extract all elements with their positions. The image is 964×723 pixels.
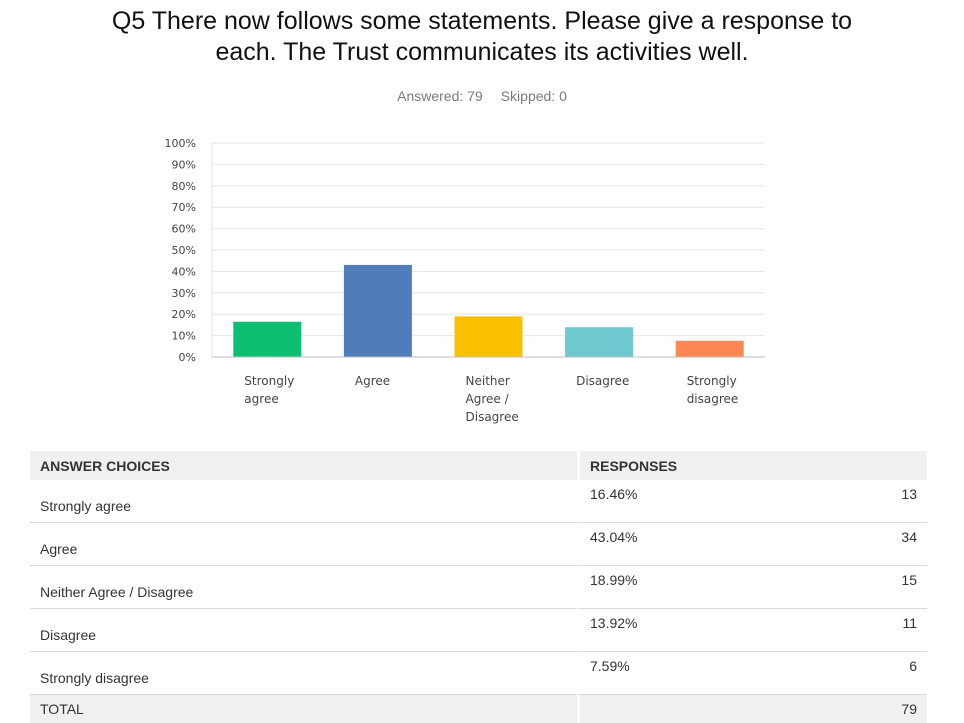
row-count: 6 [820, 652, 927, 695]
row-percent: 43.04% [577, 523, 820, 566]
y-tick-label: 70% [172, 201, 196, 214]
x-category-label: disagree [687, 392, 739, 406]
y-tick-label: 10% [172, 330, 196, 343]
question-title: Q5 There now follows some statements. Pl… [0, 6, 964, 68]
y-tick-label: 80% [172, 180, 196, 193]
total-label: TOTAL [30, 695, 577, 723]
x-category-label: Strongly [687, 374, 737, 388]
responses-header: RESPONSES [577, 451, 820, 480]
y-tick-label: 60% [172, 223, 196, 236]
table-row: Disagree 13.92% 11 [30, 609, 927, 652]
bar-chart: 0% 10% 20% 30% 40% 50% 60% 70% 80% 90% 100% Strongl… [165, 137, 765, 424]
y-tick-label: 50% [172, 244, 196, 257]
row-count: 11 [820, 609, 927, 652]
row-choice: Agree [30, 523, 577, 566]
row-count: 34 [820, 523, 927, 566]
bar [343, 264, 412, 357]
response-stats: Answered: 79 Skipped: 0 [0, 88, 964, 104]
y-tick-label: 90% [172, 158, 196, 171]
row-percent: 7.59% [577, 652, 820, 695]
row-choice: Strongly agree [30, 480, 577, 523]
bar [565, 327, 634, 357]
total-percent [577, 695, 820, 723]
row-choice: Disagree [30, 609, 577, 652]
y-tick-label: 0% [179, 351, 196, 364]
table-row: Strongly agree 16.46% 13 [30, 480, 927, 523]
bar [454, 316, 523, 357]
table-row: Neither Agree / Disagree 18.99% 15 [30, 566, 927, 609]
table-row: Strongly disagree 7.59% 6 [30, 652, 927, 695]
table-total-row: TOTAL 79 [30, 695, 927, 723]
row-count: 13 [820, 480, 927, 523]
y-tick-label: 20% [172, 308, 196, 321]
y-tick-label: 100% [165, 137, 196, 150]
y-tick-label: 30% [172, 287, 196, 300]
table-row: Agree 43.04% 34 [30, 523, 927, 566]
x-category-label: Neither [466, 374, 510, 388]
row-count: 15 [820, 566, 927, 609]
question-title-line-2: each. The Trust communicates its activit… [215, 38, 749, 66]
y-tick-label: 40% [172, 265, 196, 278]
x-category-label: Strongly [244, 374, 294, 388]
table-header-row: ANSWER CHOICES RESPONSES [30, 451, 927, 480]
row-percent: 16.46% [577, 480, 820, 523]
bar [233, 321, 302, 357]
row-choice: Neither Agree / Disagree [30, 566, 577, 609]
x-category-label: Agree / [466, 392, 510, 406]
total-count: 79 [820, 695, 927, 723]
x-category-label: Disagree [466, 410, 519, 424]
answered-count: Answered: 79 [397, 88, 483, 104]
responses-table: ANSWER CHOICES RESPONSES Strongly agree … [30, 451, 927, 723]
row-percent: 18.99% [577, 566, 820, 609]
row-choice: Strongly disagree [30, 652, 577, 695]
count-header [820, 451, 927, 480]
x-category-label: Agree [355, 374, 390, 388]
x-category-label: agree [244, 392, 278, 406]
question-title-line-1: Q5 There now follows some statements. Pl… [111, 7, 853, 35]
skipped-count: Skipped: 0 [500, 88, 567, 104]
answer-choices-header: ANSWER CHOICES [30, 451, 577, 480]
x-category-label: Disagree [576, 374, 629, 388]
bar [675, 340, 744, 357]
row-percent: 13.92% [577, 609, 820, 652]
